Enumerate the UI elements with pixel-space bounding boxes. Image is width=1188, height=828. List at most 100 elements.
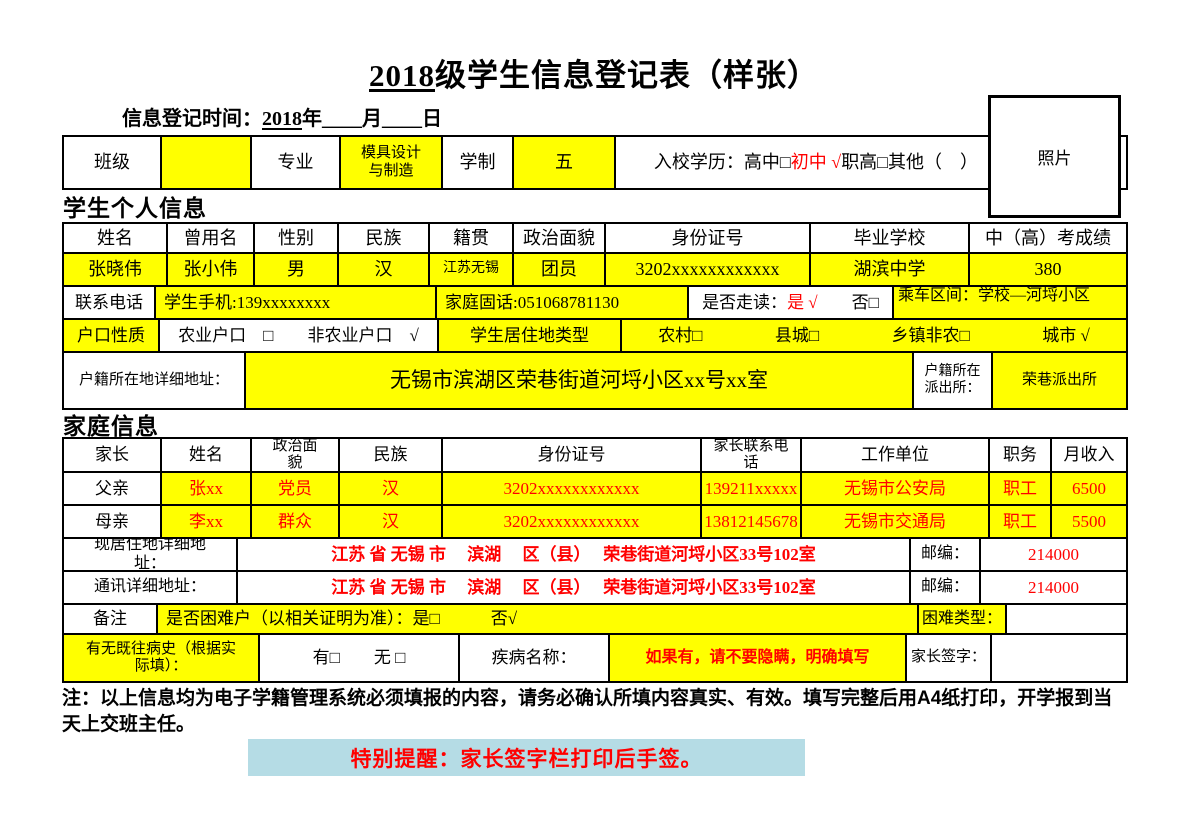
residence-type-label-cell: 学生居住地类型 — [439, 320, 622, 353]
student-id-number: 3202xxxxxxxxxxxx — [606, 254, 811, 287]
class-info-table: 班级 专业 模具设计与制造 学制 五 入校学历：高中□初中 √职高□其他（ ） — [62, 135, 1128, 190]
header-parent-phone-text: 家长联系电话 — [713, 439, 789, 471]
contact-row: 联系电话 学生手机:139xxxxxxxx 家庭固话:051068781130 … — [64, 287, 1126, 320]
reg-time-day-char: 日 — [422, 108, 442, 130]
footer-note: 注：以上信息均为电子学籍管理系统必须填报的内容，请务必确认所填内容真实、有效。填… — [62, 688, 1113, 736]
home-landline-cell: 家庭固话:051068781130 — [437, 287, 689, 320]
entry-education-before: 入校学历：高中□ — [653, 152, 791, 173]
police-station-label-cell: 户籍所在派出所： — [914, 353, 993, 408]
mother-political: 群众 — [252, 506, 340, 539]
mailing-zip-label-cell: 邮编： — [911, 572, 981, 605]
hukou-address-value-cell: 无锡市滨湖区荣巷街道河埒小区xx号xx室 — [246, 353, 914, 408]
entry-education-cell: 入校学历：高中□初中 √职高□其他（ ） — [616, 137, 1126, 188]
father-relation: 父亲 — [64, 473, 162, 506]
entry-education-checked: 初中 √ — [790, 152, 842, 173]
mother-row: 母亲 李xx 群众 汉 3202xxxxxxxxxxxx 13812145678… — [64, 506, 1126, 539]
current-address-label-cell: 现居住地详细地址： — [64, 539, 238, 572]
header-parent-political-text: 政治面貌 — [272, 439, 318, 471]
mailing-zip-value-cell: 214000 — [981, 572, 1126, 605]
reg-time-month-blank[interactable]: ____ — [322, 108, 362, 130]
header-parent-name: 姓名 — [162, 439, 252, 473]
mother-id-number: 3202xxxxxxxxxxxx — [443, 506, 702, 539]
major-label-cell: 专业 — [252, 137, 341, 188]
father-id-number: 3202xxxxxxxxxxxx — [443, 473, 702, 506]
header-parent-id: 身份证号 — [443, 439, 702, 473]
family-section-heading: 家庭信息 — [63, 414, 159, 439]
student-ethnic: 汉 — [339, 254, 430, 287]
student-former-name: 张小伟 — [168, 254, 255, 287]
mailing-address-row: 通讯详细地址： 江苏 省 无锡 市 滨湖 区（县） 荣巷街道河埒小区33号102… — [64, 572, 1126, 605]
photo-label: 照片 — [1037, 149, 1072, 168]
schooling-label-cell: 学制 — [443, 137, 514, 188]
bus-route-cell: 乘车区间：学校—河埒小区 — [894, 287, 1126, 320]
father-ethnic: 汉 — [340, 473, 443, 506]
class-info-row: 班级 专业 模具设计与制造 学制 五 入校学历：高中□初中 √职高□其他（ ） — [64, 137, 1126, 188]
remark-label-cell: 备注 — [64, 605, 158, 635]
header-employer: 工作单位 — [802, 439, 990, 473]
parent-signature-label-cell: 家长签字： — [907, 635, 992, 681]
mother-relation: 母亲 — [64, 506, 162, 539]
major-value-text: 模具设计与制造 — [360, 145, 421, 179]
student-mobile-cell: 学生手机:139xxxxxxxx — [156, 287, 437, 320]
father-political: 党员 — [252, 473, 340, 506]
family-header-row: 家长 姓名 政治面貌 民族 身份证号 家长联系电话 工作单位 职务 月收入 — [64, 439, 1126, 473]
father-position: 职工 — [990, 473, 1052, 506]
entry-education-after: 职高□其他（ ） — [841, 152, 979, 173]
student-school: 湖滨中学 — [811, 254, 970, 287]
mother-phone: 13812145678 — [702, 506, 802, 539]
student-header-row: 姓名 曾用名 性别 民族 籍贯 政治面貌 身份证号 毕业学校 中（高）考成绩 — [64, 224, 1126, 254]
current-address-row: 现居住地详细地址： 江苏 省 无锡 市 滨湖 区（县） 荣巷街道河埒小区33号1… — [64, 539, 1126, 572]
father-phone: 139211xxxxx — [702, 473, 802, 506]
day-student-question: 是否走读： — [702, 292, 788, 312]
header-gender: 性别 — [255, 224, 339, 254]
reg-time-day-blank[interactable]: ____ — [382, 108, 422, 130]
residence-option-city: 城市 √ — [1042, 325, 1090, 345]
current-zip-value-cell: 214000 — [981, 539, 1126, 572]
difficulty-type-label-cell: 困难类型： — [919, 605, 1007, 635]
difficulty-question-cell: 是否困难户（以相关证明为准）：是□ 否√ — [158, 605, 919, 635]
header-name: 姓名 — [64, 224, 168, 254]
student-section-heading: 学生个人信息 — [63, 196, 207, 221]
hukou-address-label-cell: 户籍所在地详细地址： — [64, 353, 246, 408]
day-student-no: 否□ — [817, 292, 879, 312]
reg-time-month-char: 月 — [362, 108, 382, 130]
current-zip-label-cell: 邮编： — [911, 539, 981, 572]
photo-placeholder: 照片 — [988, 95, 1121, 218]
family-info-table: 家长 姓名 政治面貌 民族 身份证号 家长联系电话 工作单位 职务 月收入 父亲… — [62, 437, 1128, 683]
header-relation: 家长 — [64, 439, 162, 473]
student-gender: 男 — [255, 254, 339, 287]
title-year: 2018 — [369, 58, 435, 93]
class-value-cell[interactable] — [162, 137, 252, 188]
mother-income: 5500 — [1052, 506, 1126, 539]
father-income: 6500 — [1052, 473, 1126, 506]
reg-time-year-char: 年 — [302, 108, 322, 130]
major-value-cell: 模具设计与制造 — [341, 137, 443, 188]
mailing-address-label-cell: 通讯详细地址： — [64, 572, 238, 605]
student-name: 张晓伟 — [64, 254, 168, 287]
mother-employer: 无锡市交通局 — [802, 506, 990, 539]
difficulty-type-value-cell[interactable] — [1007, 605, 1126, 635]
reg-time-label: 信息登记时间： — [122, 108, 262, 130]
medical-history-row: 有无既往病史（根据实际填）： 有□ 无 □ 疾病名称： 如果有，请不要隐瞒，明确… — [64, 635, 1126, 681]
header-origin: 籍贯 — [430, 224, 514, 254]
residence-option-township: 乡镇非农□ — [891, 325, 970, 345]
police-station-value-cell: 荣巷派出所 — [993, 353, 1126, 408]
medical-history-label-cell: 有无既往病史（根据实际填）： — [64, 635, 260, 681]
mother-name: 李xx — [162, 506, 252, 539]
day-student-yes-checked: 是 √ — [787, 292, 818, 312]
father-row: 父亲 张xx 党员 汉 3202xxxxxxxxxxxx 139211xxxxx… — [64, 473, 1126, 506]
disease-name-label-cell: 疾病名称： — [460, 635, 610, 681]
medical-warning-cell: 如果有，请不要隐瞒，明确填写 — [610, 635, 907, 681]
current-address-value-cell: 江苏 省 无锡 市 滨湖 区（县） 荣巷街道河埒小区33号102室 — [238, 539, 911, 572]
day-student-cell: 是否走读：是 √ 否□ — [689, 287, 894, 320]
student-exam-score: 380 — [970, 254, 1126, 287]
entry-education-text: 入校学历：高中□初中 √职高□其他（ ） — [620, 152, 1012, 173]
father-name: 张xx — [162, 473, 252, 506]
registration-time-line: 信息登记时间：2018年____月____日 — [122, 102, 442, 131]
mailing-address-value-cell: 江苏 省 无锡 市 滨湖 区（县） 荣巷街道河埒小区33号102室 — [238, 572, 911, 605]
parent-signature-value-cell[interactable] — [992, 635, 1126, 681]
student-origin: 江苏无锡 — [430, 254, 514, 287]
header-income: 月收入 — [1052, 439, 1126, 473]
medical-history-label-text: 有无既往病史（根据实际填）： — [85, 640, 236, 674]
